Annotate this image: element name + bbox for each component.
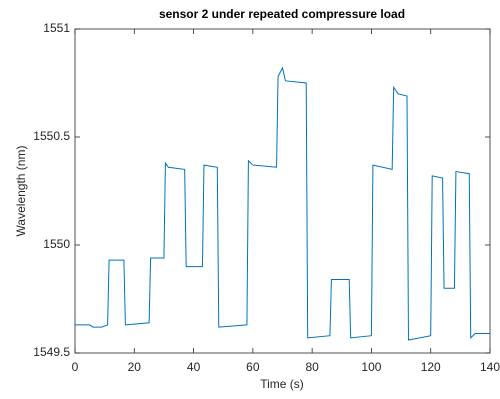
y-tick-label: 1549.5 (33, 345, 70, 359)
x-tick-label: 100 (361, 360, 381, 374)
x-tick-label: 120 (421, 360, 441, 374)
x-tick-label: 140 (480, 360, 500, 374)
chart-title: sensor 2 under repeated compressure load (159, 7, 405, 21)
x-tick-label: 40 (187, 360, 201, 374)
y-axis-label: Wavelength (nm) (14, 146, 28, 237)
plot-area (74, 28, 491, 354)
y-tick-label: 1551 (43, 21, 70, 35)
x-tick-label: 60 (246, 360, 260, 374)
x-tick-label: 80 (305, 360, 319, 374)
x-tick-label: 0 (72, 360, 79, 374)
y-tick-label: 1550 (43, 237, 70, 251)
y-tick-label: 1550.5 (33, 129, 70, 143)
data-line (75, 66, 490, 341)
x-tick-label: 20 (128, 360, 142, 374)
x-axis-label: Time (s) (260, 377, 304, 391)
